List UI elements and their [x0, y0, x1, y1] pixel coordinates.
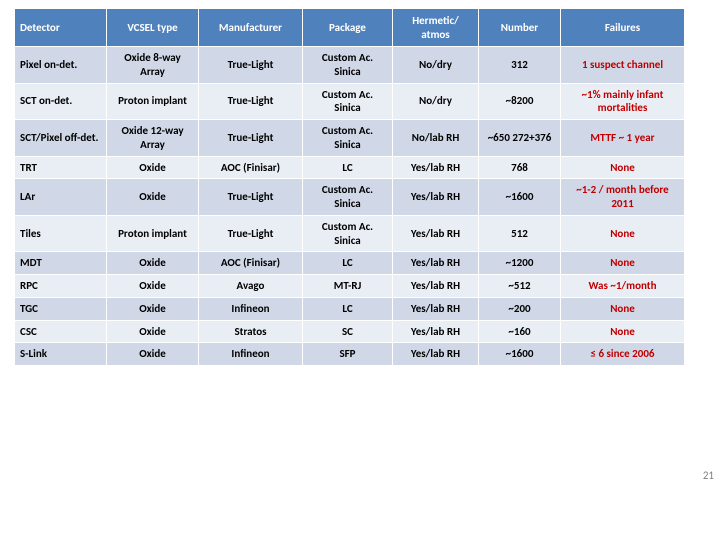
cell-hermetic: No/dry — [393, 83, 479, 120]
cell-manufacturer: True-Light — [199, 83, 303, 120]
cell-failures: ≤ 6 since 2006 — [561, 343, 685, 366]
cell-package: Custom Ac. Sinica — [303, 47, 393, 84]
cell-number: 768 — [479, 156, 561, 179]
cell-detector: MDT — [15, 252, 107, 275]
cell-failures: None — [561, 215, 685, 252]
col-package: Package — [303, 9, 393, 47]
col-hermetic: Hermetic/ atmos — [393, 9, 479, 47]
col-failures: Failures — [561, 9, 685, 47]
cell-manufacturer: True-Light — [199, 215, 303, 252]
cell-vcsel-type: Oxide — [107, 156, 199, 179]
cell-vcsel-type: Oxide — [107, 179, 199, 216]
cell-vcsel-type: Proton implant — [107, 215, 199, 252]
cell-detector: TRT — [15, 156, 107, 179]
cell-failures: ~1% mainly infant mortalities — [561, 83, 685, 120]
cell-manufacturer: Infineon — [199, 297, 303, 320]
table-row: LArOxideTrue-LightCustom Ac. SinicaYes/l… — [15, 179, 685, 216]
cell-hermetic: Yes/lab RH — [393, 320, 479, 343]
cell-manufacturer: True-Light — [199, 179, 303, 216]
cell-vcsel-type: Oxide — [107, 252, 199, 275]
cell-number: 312 — [479, 47, 561, 84]
cell-detector: CSC — [15, 320, 107, 343]
cell-hermetic: Yes/lab RH — [393, 179, 479, 216]
cell-hermetic: Yes/lab RH — [393, 156, 479, 179]
col-manufacturer: Manufacturer — [199, 9, 303, 47]
table-row: Pixel on-det.Oxide 8-way ArrayTrue-Light… — [15, 47, 685, 84]
cell-detector: TGC — [15, 297, 107, 320]
cell-package: Custom Ac. Sinica — [303, 83, 393, 120]
col-number: Number — [479, 9, 561, 47]
cell-failures: 1 suspect channel — [561, 47, 685, 84]
cell-package: LC — [303, 156, 393, 179]
cell-hermetic: Yes/lab RH — [393, 343, 479, 366]
table-row: SCT/Pixel off-det.Oxide 12-way ArrayTrue… — [15, 120, 685, 157]
cell-vcsel-type: Oxide 8-way Array — [107, 47, 199, 84]
cell-package: MT-RJ — [303, 275, 393, 298]
cell-hermetic: Yes/lab RH — [393, 297, 479, 320]
cell-hermetic: Yes/lab RH — [393, 215, 479, 252]
cell-failures: None — [561, 252, 685, 275]
cell-package: SFP — [303, 343, 393, 366]
cell-vcsel-type: Proton implant — [107, 83, 199, 120]
cell-package: Custom Ac. Sinica — [303, 179, 393, 216]
cell-detector: Pixel on-det. — [15, 47, 107, 84]
cell-number: ~1600 — [479, 343, 561, 366]
cell-number: ~8200 — [479, 83, 561, 120]
detector-table: Detector VCSEL type Manufacturer Package… — [14, 8, 685, 366]
cell-vcsel-type: Oxide 12-way Array — [107, 120, 199, 157]
cell-failures: None — [561, 156, 685, 179]
table-body: Pixel on-det.Oxide 8-way ArrayTrue-Light… — [15, 47, 685, 366]
cell-detector: Tiles — [15, 215, 107, 252]
cell-manufacturer: True-Light — [199, 120, 303, 157]
page-number: 21 — [703, 469, 714, 482]
cell-failures: None — [561, 297, 685, 320]
cell-vcsel-type: Oxide — [107, 297, 199, 320]
cell-number: ~1200 — [479, 252, 561, 275]
cell-hermetic: No/lab RH — [393, 120, 479, 157]
cell-manufacturer: Stratos — [199, 320, 303, 343]
cell-package: Custom Ac. Sinica — [303, 120, 393, 157]
cell-package: Custom Ac. Sinica — [303, 215, 393, 252]
cell-vcsel-type: Oxide — [107, 275, 199, 298]
cell-number: ~1600 — [479, 179, 561, 216]
cell-detector: S-Link — [15, 343, 107, 366]
table-row: S-LinkOxideInfineonSFPYes/lab RH~1600≤ 6… — [15, 343, 685, 366]
cell-vcsel-type: Oxide — [107, 343, 199, 366]
cell-number: 512 — [479, 215, 561, 252]
cell-detector: LAr — [15, 179, 107, 216]
cell-manufacturer: Avago — [199, 275, 303, 298]
table-row: TGCOxideInfineonLCYes/lab RH~200None — [15, 297, 685, 320]
cell-manufacturer: Infineon — [199, 343, 303, 366]
cell-number: ~160 — [479, 320, 561, 343]
table-row: TilesProton implantTrue-LightCustom Ac. … — [15, 215, 685, 252]
cell-package: LC — [303, 252, 393, 275]
cell-hermetic: No/dry — [393, 47, 479, 84]
table-header-row: Detector VCSEL type Manufacturer Package… — [15, 9, 685, 47]
table-row: CSCOxideStratosSCYes/lab RH~160None — [15, 320, 685, 343]
cell-detector: RPC — [15, 275, 107, 298]
cell-detector: SCT/Pixel off-det. — [15, 120, 107, 157]
cell-package: LC — [303, 297, 393, 320]
cell-manufacturer: True-Light — [199, 47, 303, 84]
cell-number: ~650 272+376 — [479, 120, 561, 157]
col-vcsel-type: VCSEL type — [107, 9, 199, 47]
cell-hermetic: Yes/lab RH — [393, 275, 479, 298]
table-row: MDTOxideAOC (Finisar)LCYes/lab RH~1200No… — [15, 252, 685, 275]
cell-failures: Was ~1/month — [561, 275, 685, 298]
cell-manufacturer: AOC (Finisar) — [199, 252, 303, 275]
cell-vcsel-type: Oxide — [107, 320, 199, 343]
cell-package: SC — [303, 320, 393, 343]
table-row: SCT on-det.Proton implantTrue-LightCusto… — [15, 83, 685, 120]
cell-number: ~200 — [479, 297, 561, 320]
cell-failures: MTTF ~ 1 year — [561, 120, 685, 157]
cell-hermetic: Yes/lab RH — [393, 252, 479, 275]
cell-failures: ~1-2 / month before 2011 — [561, 179, 685, 216]
table-row: RPCOxideAvagoMT-RJYes/lab RH~512Was ~1/m… — [15, 275, 685, 298]
cell-detector: SCT on-det. — [15, 83, 107, 120]
col-detector: Detector — [15, 9, 107, 47]
cell-failures: None — [561, 320, 685, 343]
table-row: TRTOxideAOC (Finisar)LCYes/lab RH768None — [15, 156, 685, 179]
cell-number: ~512 — [479, 275, 561, 298]
cell-manufacturer: AOC (Finisar) — [199, 156, 303, 179]
